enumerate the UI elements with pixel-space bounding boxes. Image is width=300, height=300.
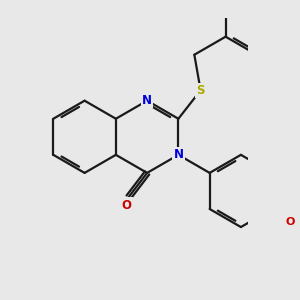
Text: N: N bbox=[173, 148, 183, 161]
Text: S: S bbox=[196, 84, 205, 97]
Text: N: N bbox=[142, 94, 152, 107]
Text: O: O bbox=[122, 199, 131, 212]
Text: O: O bbox=[286, 217, 295, 226]
